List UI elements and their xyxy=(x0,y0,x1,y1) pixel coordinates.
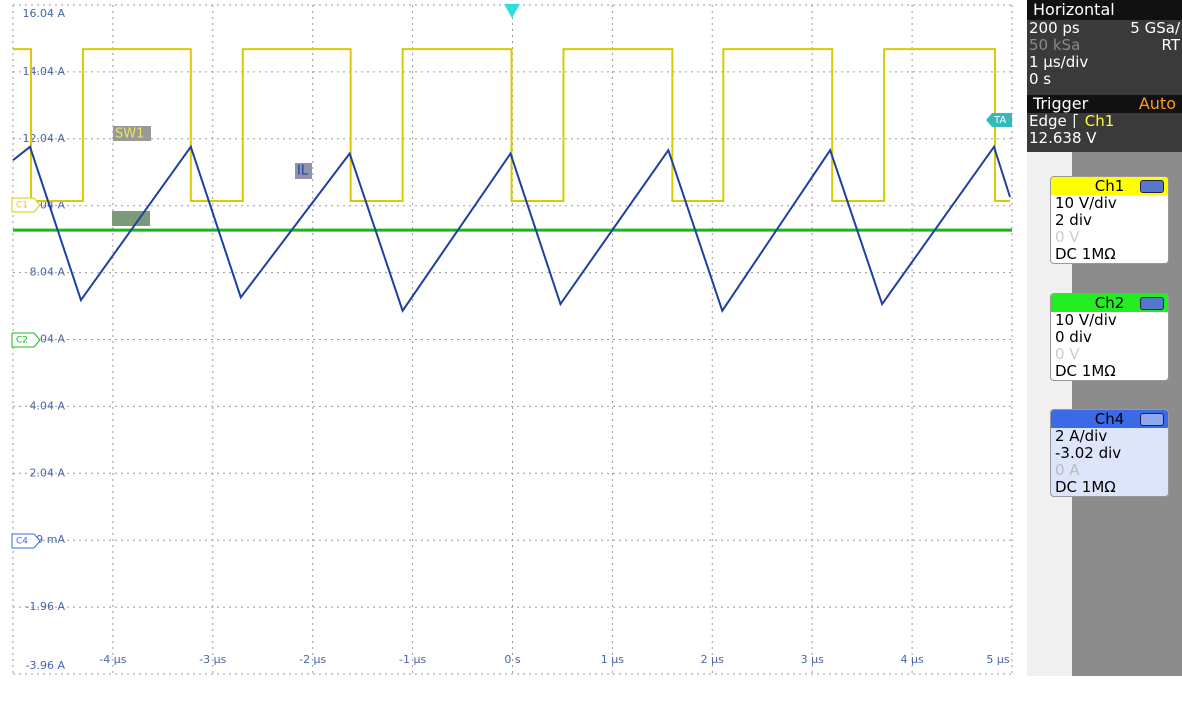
x-tick-label: 0 s xyxy=(504,653,520,666)
y-tick-label: -1.96 A xyxy=(26,600,66,613)
edge-icon: ⎡ xyxy=(1072,114,1079,128)
x-tick-label: 4 µs xyxy=(900,653,923,666)
y-tick-label: -3.96 A xyxy=(26,659,66,672)
minimize-button[interactable] xyxy=(1140,413,1164,426)
value: DC 1MΩ xyxy=(1055,478,1116,496)
scope-display: SW1 IL 16.04 A14.04 A12.04 A04 A8.04 A04… xyxy=(11,4,1013,675)
value: -3.02 div xyxy=(1055,444,1122,462)
channel-marker-label: C2 xyxy=(16,336,28,346)
channel-box[interactable]: Ch1 10 V/div 2 div 0 V DC 1MΩ xyxy=(1050,176,1169,264)
trigger-mode: Auto xyxy=(1138,94,1176,113)
trigger-time-marker xyxy=(504,4,520,18)
minimize-button[interactable] xyxy=(1140,180,1164,193)
channel-marker xyxy=(11,332,41,348)
trace-label-box xyxy=(295,163,312,179)
value: 1 µs/div xyxy=(1029,53,1089,71)
panel-title: Horizontal xyxy=(1027,0,1182,20)
channel-name: Ch4 xyxy=(1094,410,1125,428)
value: 2 A/div xyxy=(1055,427,1108,445)
x-tick-label: 1 µs xyxy=(601,653,624,666)
value: DC 1MΩ xyxy=(1055,362,1116,380)
y-tick-label: 14.04 A xyxy=(22,65,65,78)
channel-box[interactable]: Ch2 10 V/div 0 div 0 V DC 1MΩ xyxy=(1050,293,1169,381)
value: 0 div xyxy=(1055,328,1092,346)
waveform xyxy=(12,144,1011,313)
value: 10 V/div xyxy=(1055,311,1117,329)
channel-marker xyxy=(11,533,41,549)
y-tick-label: 9 mA xyxy=(36,533,65,546)
trace-label-box xyxy=(113,126,151,141)
horizontal-panel[interactable]: Horizontal 200 ps 5 GSa/ 50 kSa RT 1 µs/di… xyxy=(1027,0,1182,95)
y-tick-label: 8.04 A xyxy=(29,266,65,279)
x-tick-label: 5 µs xyxy=(986,653,1009,666)
value: 200 ps xyxy=(1029,19,1080,37)
value: 5 GSa/ xyxy=(1130,19,1180,37)
y-tick-label: 12.04 A xyxy=(22,132,65,145)
value: 0 s xyxy=(1029,70,1052,88)
channel-box[interactable]: Ch4 2 A/div -3.02 div 0 A DC 1MΩ xyxy=(1050,409,1169,497)
value: 0 V xyxy=(1055,345,1080,363)
minimize-button[interactable] xyxy=(1140,297,1164,310)
y-tick-label: 16.04 A xyxy=(22,7,65,20)
x-tick-label: -2 µs xyxy=(299,653,326,666)
x-tick-label: -4 µs xyxy=(99,653,126,666)
trace-label: IL xyxy=(297,164,309,179)
trigger-level-marker xyxy=(986,113,1012,127)
channel-marker xyxy=(11,197,41,213)
waveform xyxy=(13,48,1011,203)
value: RT xyxy=(1161,36,1181,54)
channel-name: Ch1 xyxy=(1094,177,1125,195)
value: Ch1 xyxy=(1084,112,1115,130)
channel-marker-label: C1 xyxy=(16,201,28,211)
x-tick-label: -3 µs xyxy=(199,653,226,666)
value: 0 V xyxy=(1055,228,1080,246)
y-tick-label: 04 A xyxy=(40,333,65,346)
trace-label-box xyxy=(112,211,150,226)
value: Edge xyxy=(1029,112,1067,130)
x-tick-label: -1 µs xyxy=(399,653,426,666)
trace-label: SW1 xyxy=(115,127,144,142)
value: 10 V/div xyxy=(1055,194,1117,212)
y-tick-label: 4.04 A xyxy=(29,399,65,412)
channel-name: Ch2 xyxy=(1094,294,1125,312)
value: 2 div xyxy=(1055,211,1092,229)
x-tick-label: 3 µs xyxy=(801,653,824,666)
y-tick-label: 2.04 A xyxy=(29,466,65,479)
value: DC 1MΩ xyxy=(1055,245,1116,263)
channel-marker-label: C4 xyxy=(16,537,28,547)
x-tick-label: 2 µs xyxy=(701,653,724,666)
value: 0 A xyxy=(1055,461,1080,479)
value: 12.638 V xyxy=(1029,129,1097,147)
value: 50 kSa xyxy=(1029,36,1081,54)
trigger-level-label: TA xyxy=(993,115,1006,126)
panel-title: Trigger xyxy=(1033,94,1089,113)
trigger-panel[interactable]: Trigger Auto Edge ⎡ Ch1 12.638 V xyxy=(1027,95,1182,152)
